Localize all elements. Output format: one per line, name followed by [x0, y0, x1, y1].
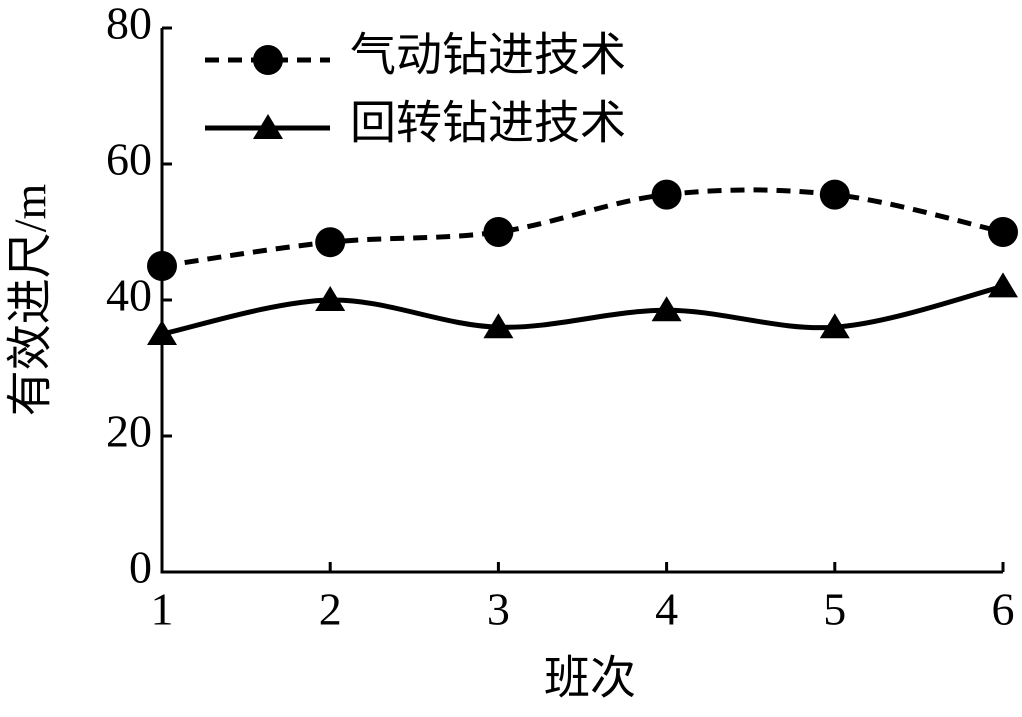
legend-marker [253, 114, 283, 139]
series-line [161, 283, 1004, 337]
point [819, 179, 850, 210]
y-tick-label: 20 [106, 406, 152, 457]
x-tick-label: 3 [487, 584, 510, 635]
point [819, 313, 850, 339]
point [651, 179, 682, 210]
point [147, 251, 177, 281]
y-tick-label: 40 [106, 270, 152, 321]
x-tick-label: 1 [151, 584, 174, 635]
legend-label: 回转钻进技术 [350, 98, 626, 149]
point [483, 313, 514, 339]
x-axis-label: 班次 [544, 653, 636, 704]
series-line [161, 187, 1004, 269]
point [483, 217, 514, 247]
y-tick-label: 60 [106, 134, 152, 185]
point [315, 286, 346, 311]
x-tick-label: 4 [655, 584, 678, 635]
point [315, 227, 346, 258]
x-tick-label: 5 [823, 584, 846, 635]
point [651, 296, 682, 322]
legend-marker [253, 45, 283, 75]
point [988, 272, 1018, 298]
point [988, 217, 1018, 247]
x-tick-label: 6 [992, 584, 1015, 635]
y-tick-label: 0 [129, 542, 152, 593]
y-axis-label: 有效进尺/m [5, 184, 56, 417]
x-tick-label: 2 [319, 584, 342, 635]
legend-label: 气动钻进技术 [350, 30, 626, 81]
point [147, 320, 177, 345]
y-tick-label: 80 [106, 0, 152, 49]
